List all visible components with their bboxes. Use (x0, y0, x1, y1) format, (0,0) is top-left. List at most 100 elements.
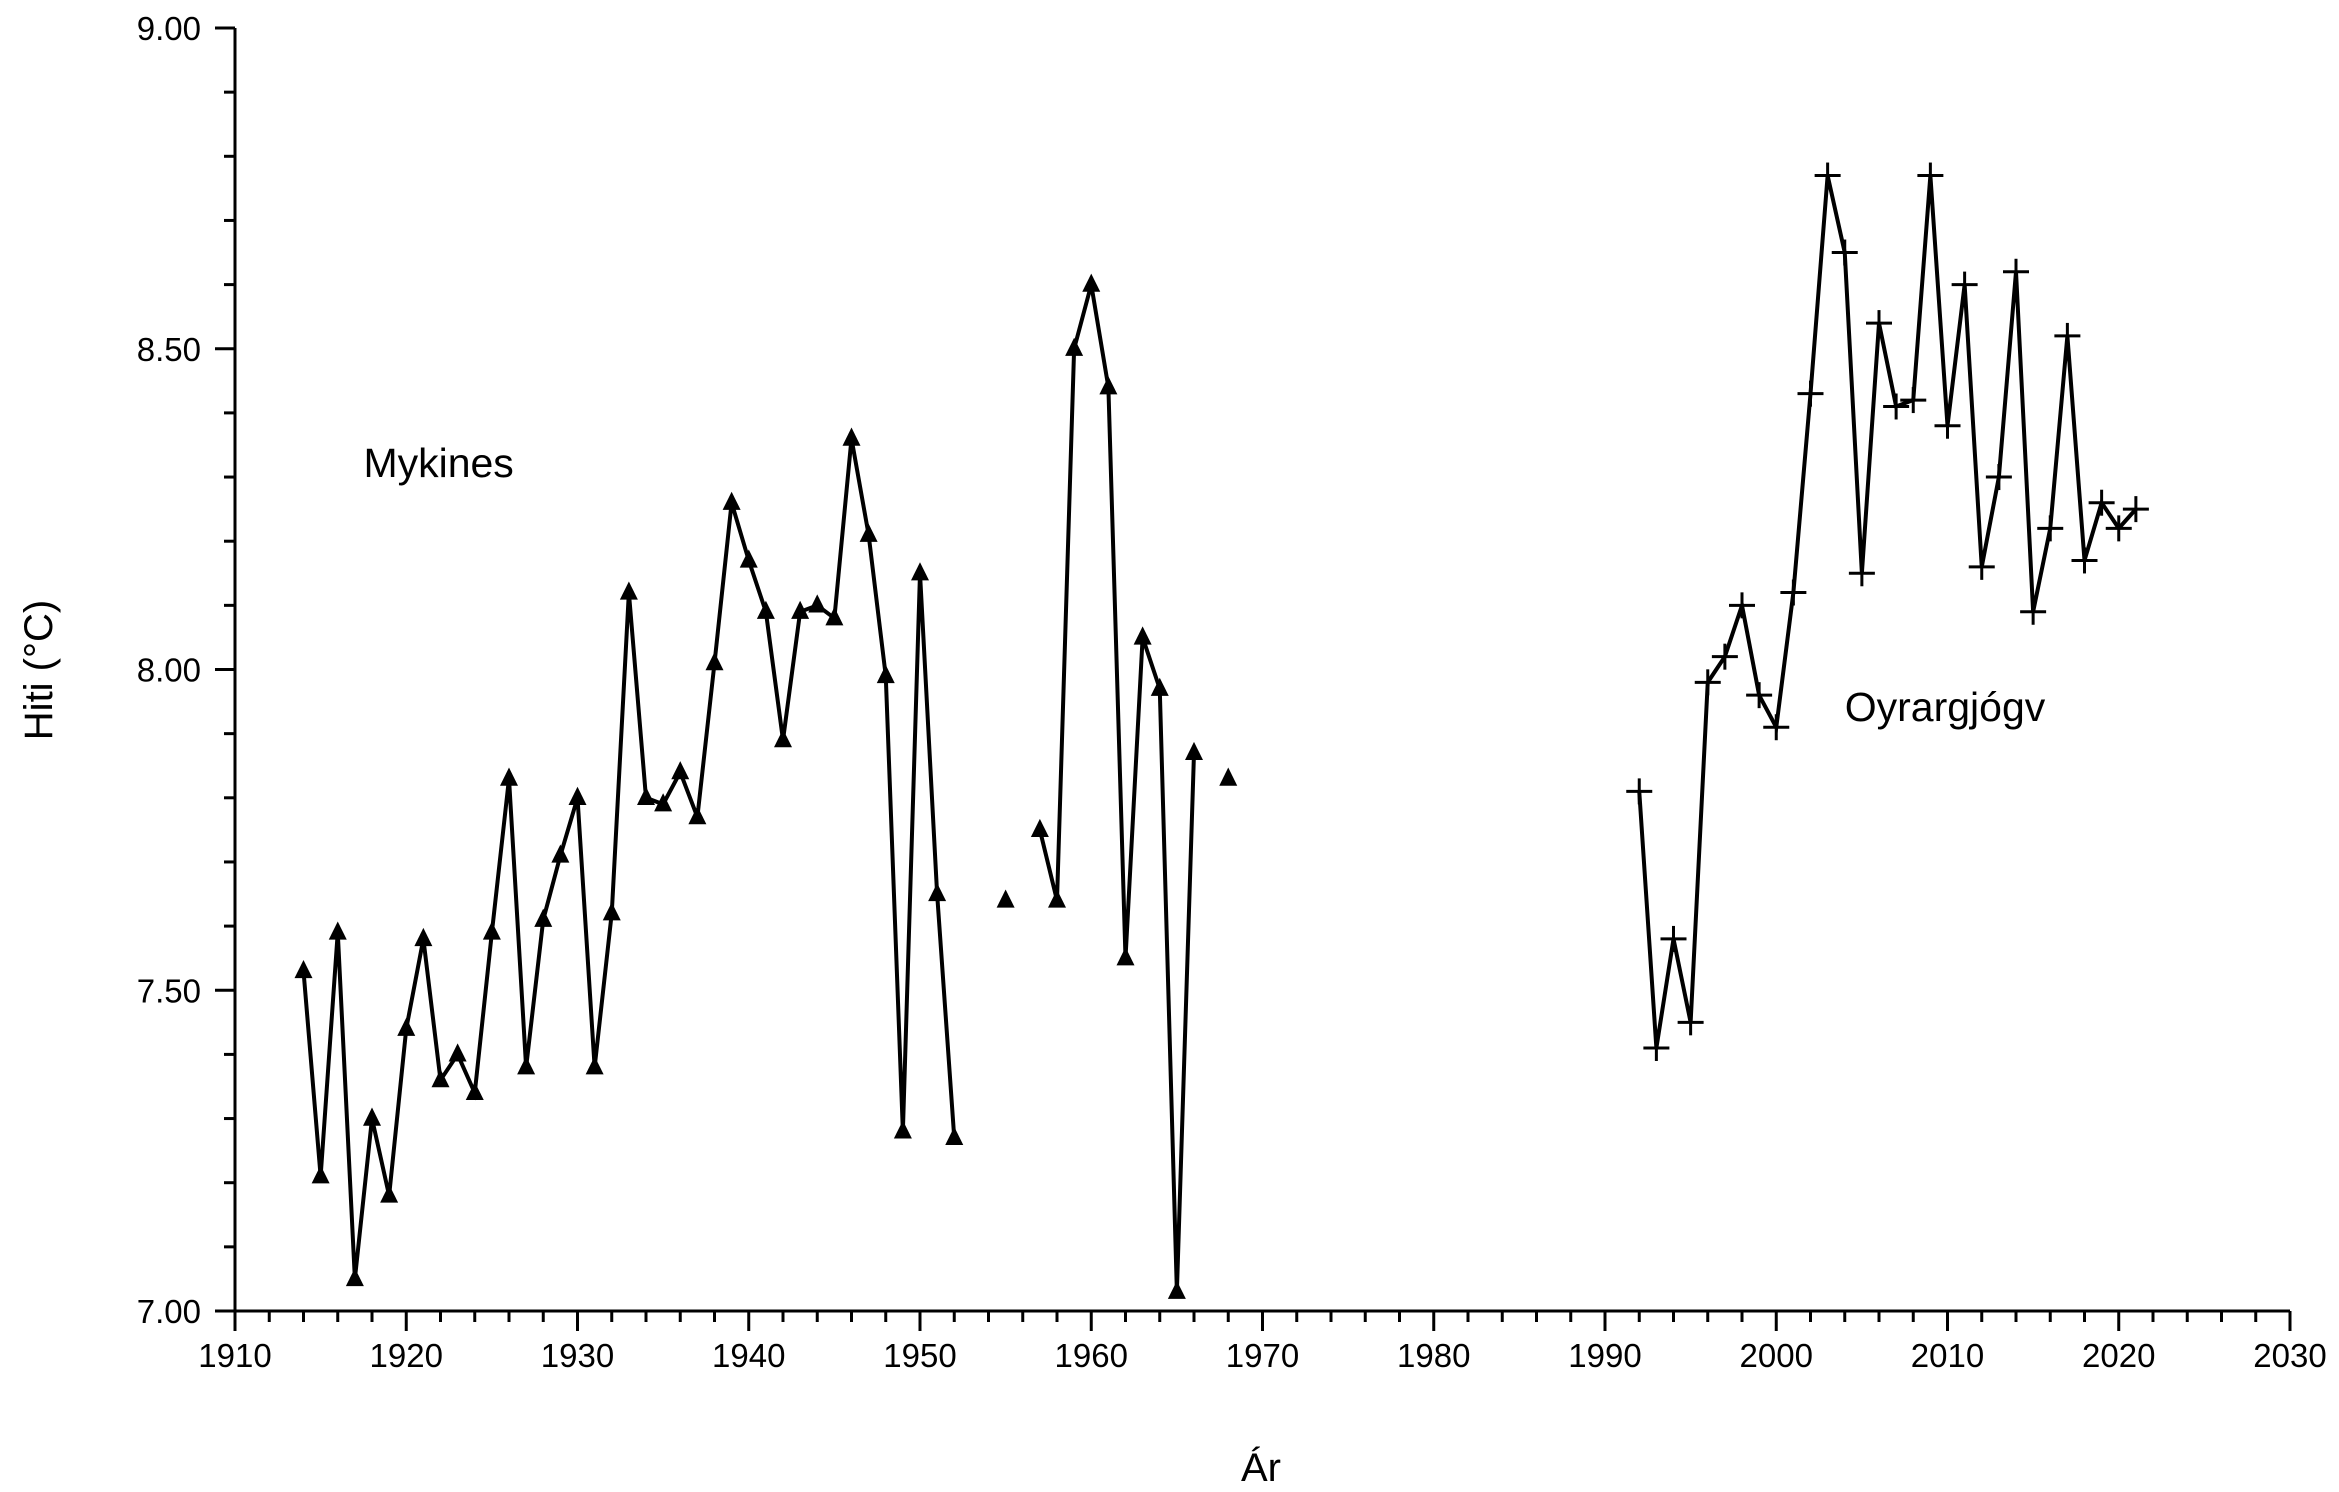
plus-marker (2054, 322, 2081, 349)
triangle-marker (705, 652, 724, 671)
triangle-marker (294, 960, 313, 979)
triangle-marker (414, 927, 433, 947)
triangle-marker (1099, 376, 1118, 395)
x-tick-label: 2020 (2082, 1337, 2155, 1374)
x-tick-label: 2030 (2253, 1337, 2326, 1374)
y-tick-label: 9.00 (137, 10, 201, 47)
triangle-marker (1219, 767, 1238, 786)
triangle-marker (482, 921, 501, 940)
x-tick-label: 1970 (1226, 1337, 1299, 1374)
triangle-marker (688, 806, 707, 825)
triangle-marker (893, 1120, 912, 1139)
triangle-marker (1167, 1280, 1186, 1299)
x-tick-label: 1980 (1397, 1337, 1470, 1374)
triangle-marker (825, 607, 844, 626)
y-tick-label: 8.00 (137, 652, 201, 689)
plus-marker (1814, 162, 1841, 189)
triangle-marker (859, 523, 878, 542)
plus-marker (1711, 643, 1738, 670)
plus-marker (1900, 387, 1927, 414)
triangle-marker (911, 562, 929, 581)
triangle-marker (1048, 889, 1066, 908)
annotation-mykines: Mykines (363, 440, 513, 486)
plus-marker (1866, 310, 1892, 337)
triangle-marker (996, 889, 1015, 908)
triangle-marker (1116, 947, 1135, 966)
plus-marker (1883, 393, 1910, 420)
plus-marker (1626, 778, 1653, 805)
triangle-marker (551, 844, 570, 863)
y-tick-labels: 7.00 7.50 8.00 8.50 9.00 (137, 10, 201, 1330)
triangle-marker (1082, 273, 1101, 292)
x-tick-label: 1990 (1568, 1337, 1641, 1374)
x-tick-label: 1920 (370, 1337, 443, 1374)
series-lines (301, 175, 2138, 1292)
triangle-marker (431, 1069, 450, 1088)
triangle-marker (619, 581, 638, 600)
plus-marker (1660, 925, 1687, 952)
triangle-marker (465, 1081, 484, 1101)
plus-marker (1985, 464, 2012, 491)
plus-marker (1763, 714, 1790, 741)
plus-marker (2020, 598, 2047, 625)
triangle-marker (791, 600, 810, 619)
plus-marker (1797, 380, 1824, 407)
plus-marker (2088, 489, 2115, 516)
triangle-marker (1133, 626, 1152, 645)
x-tick-label: 2000 (1740, 1337, 1813, 1374)
x-tick-label: 1940 (712, 1337, 785, 1374)
y-axis-title: Hiti (°C) (17, 600, 61, 740)
triangle-marker (722, 491, 741, 510)
plus-marker (1848, 560, 1875, 587)
triangle-marker (448, 1043, 467, 1062)
x-axis-title: Ár (1241, 1445, 1281, 1490)
y-tick-label: 8.50 (137, 331, 201, 368)
triangle-marker (808, 594, 827, 613)
triangle-marker (602, 902, 621, 921)
triangle-marker (500, 767, 518, 786)
triangle-marker (534, 908, 553, 927)
plus-marker (1951, 271, 1978, 298)
triangle-marker (1150, 677, 1169, 696)
triangle-marker (585, 1056, 604, 1075)
plus-marker (1694, 669, 1721, 696)
x-tick-labels: 1910 1920 1930 1940 1950 1960 1970 1980 1990 2000… (198, 1337, 2326, 1374)
triangle-marker (637, 786, 655, 805)
x-tick-label: 1960 (1055, 1337, 1128, 1374)
plus-marker (2105, 515, 2132, 542)
triangle-marker (311, 1165, 330, 1184)
triangle-marker (842, 427, 861, 446)
series-markers (294, 162, 2149, 1299)
annotation-oyrargjogv: Oyrargjógv (1845, 684, 2046, 730)
x-tick-label: 1930 (541, 1337, 614, 1374)
plus-marker (1643, 1034, 1670, 1061)
plus-marker (1831, 239, 1858, 266)
plus-marker (1934, 412, 1961, 439)
plus-marker (2037, 515, 2064, 542)
triangle-marker (928, 883, 947, 902)
triangle-marker (345, 1267, 364, 1287)
triangle-marker (756, 600, 775, 619)
triangle-marker (1185, 741, 1203, 761)
y-tick-label: 7.00 (137, 1293, 201, 1330)
triangle-marker (876, 664, 895, 684)
plus-marker (1729, 592, 1755, 619)
triangle-marker (380, 1184, 399, 1203)
triangle-marker (1065, 337, 1084, 356)
x-tick-label: 2010 (1911, 1337, 1984, 1374)
y-tick-label: 7.50 (137, 972, 201, 1009)
triangle-marker (945, 1126, 964, 1145)
axes (215, 26, 2292, 1331)
triangle-marker (671, 761, 690, 780)
plus-marker (2122, 496, 2149, 523)
triangle-marker (739, 549, 758, 568)
series-line (301, 438, 957, 1280)
triangle-marker (517, 1056, 536, 1075)
triangle-marker (774, 729, 792, 748)
plus-marker (1917, 162, 1944, 189)
plus-marker (1677, 1009, 1704, 1036)
series-line (1037, 284, 1196, 1292)
x-tick-label: 1950 (883, 1337, 956, 1374)
plus-marker (2003, 258, 2029, 285)
